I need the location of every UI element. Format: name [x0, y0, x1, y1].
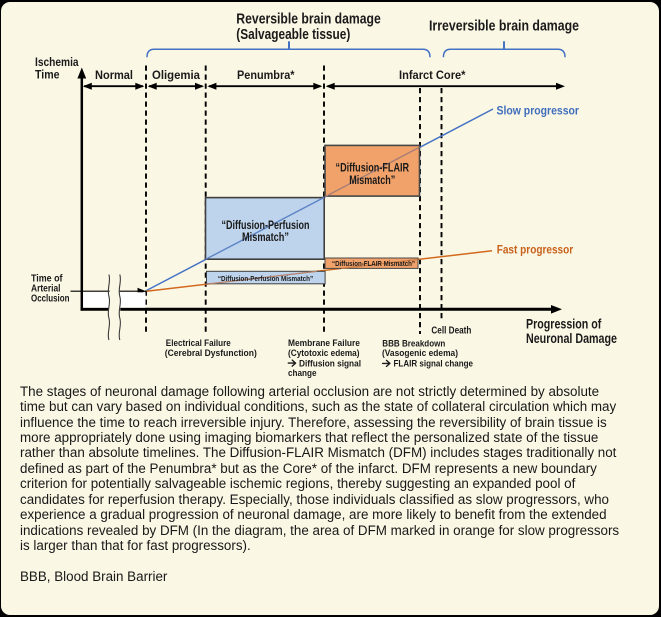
svg-text:“Diffusion-Perfusion Mismatch”: “Diffusion-Perfusion Mismatch” — [218, 276, 313, 283]
svg-text:Neuronal Damage: Neuronal Damage — [526, 330, 617, 346]
svg-text:Membrane Failure: Membrane Failure — [288, 338, 360, 349]
svg-text:Mismatch”: Mismatch” — [242, 230, 289, 244]
svg-text:Mismatch”: Mismatch” — [349, 173, 395, 187]
svg-text:BBB Breakdown: BBB Breakdown — [382, 338, 445, 349]
svg-text:FLAIR signal change: FLAIR signal change — [394, 359, 474, 370]
svg-text:Penumbra*: Penumbra* — [237, 68, 295, 82]
svg-text:Irreversible brain damage: Irreversible brain damage — [429, 18, 579, 35]
svg-text:(Salvageable tissue): (Salvageable tissue) — [236, 26, 350, 43]
svg-text:change: change — [288, 368, 317, 379]
svg-text:“Diffusion-FLAIR Mismatch”: “Diffusion-FLAIR Mismatch” — [332, 261, 415, 268]
svg-text:Diffusion signal: Diffusion signal — [299, 358, 361, 369]
svg-text:Time of: Time of — [31, 274, 63, 285]
svg-text:(Cerebral Dysfunction): (Cerebral Dysfunction) — [165, 348, 257, 359]
svg-text:Electrical Failure: Electrical Failure — [166, 338, 231, 349]
svg-text:Progression of: Progression of — [526, 316, 602, 332]
svg-text:Ischemia: Ischemia — [35, 55, 79, 69]
svg-text:Fast progressor: Fast progressor — [497, 243, 574, 257]
svg-text:Normal: Normal — [95, 68, 133, 82]
svg-text:Cell Death: Cell Death — [431, 325, 471, 337]
svg-text:“Diffusion-FLAIR: “Diffusion-FLAIR — [336, 161, 410, 175]
svg-text:Occlusion: Occlusion — [31, 294, 70, 305]
svg-text:(Cytotoxic edema): (Cytotoxic edema) — [288, 348, 360, 359]
svg-text:Reversible brain damage: Reversible brain damage — [236, 10, 380, 27]
svg-text:Arterial: Arterial — [31, 284, 61, 295]
svg-text:Time: Time — [35, 68, 60, 82]
svg-text:“Diffusion-Perfusion: “Diffusion-Perfusion — [222, 218, 310, 232]
svg-text:Slow progressor: Slow progressor — [497, 104, 580, 118]
svg-text:(Vasogenic edema): (Vasogenic edema) — [382, 348, 458, 359]
svg-text:Oligemia: Oligemia — [152, 68, 200, 82]
svg-text:Infarct Core*: Infarct Core* — [399, 68, 466, 82]
